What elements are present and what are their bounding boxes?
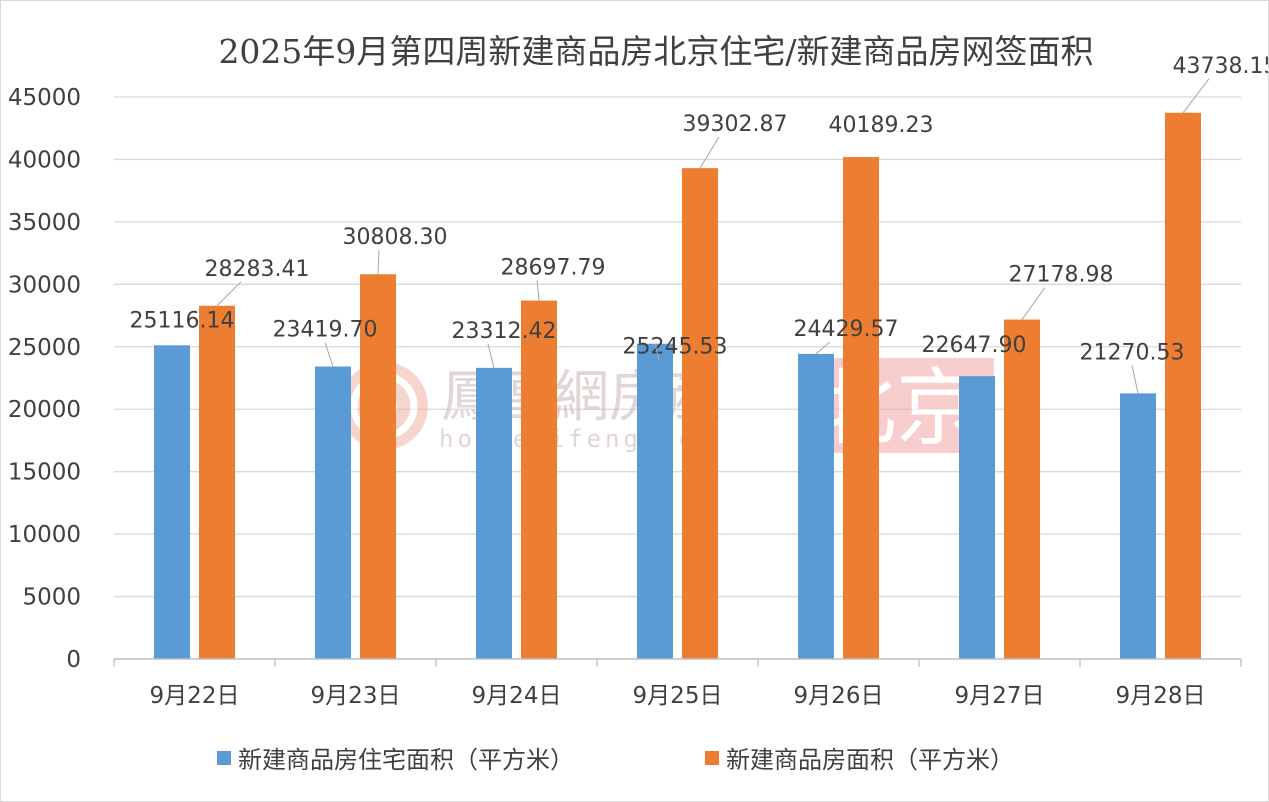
data-label-residential: 24429.57 [794,317,899,342]
x-category-label: 9月28日 [1116,683,1206,709]
data-label-leader-line [654,343,660,360]
data-label-leader-line [216,281,242,307]
legend-swatch-residential [217,751,231,765]
legend-label-total: 新建商品房面积（平方米） [726,746,1014,774]
y-tick-label: 0 [66,647,81,673]
bar-residential [1120,393,1156,659]
y-tick-label: 25000 [8,335,81,361]
data-label-residential: 23312.42 [452,319,557,344]
data-label-residential: 25116.14 [130,308,235,333]
data-label-leader-line [1021,287,1046,320]
y-tick-label: 35000 [8,210,81,236]
bar-residential [154,345,190,659]
x-category-label: 9月22日 [150,683,240,709]
x-category-label: 9月26日 [794,683,884,709]
data-label-leader-line [324,342,334,367]
y-tick-label: 45000 [8,85,81,111]
bar-total [521,300,557,659]
data-label-total: 28283.41 [205,257,310,282]
data-label-leader-line [536,280,540,301]
data-labels: 25116.14 28283.41 23419.70 30808.30 23312.42… [130,54,1268,394]
data-label-total: 39302.87 [683,112,788,137]
bar-residential [476,367,512,659]
data-label-total: 40189.23 [829,113,934,138]
bar-residential [637,343,673,659]
data-label-total: 28697.79 [501,256,606,281]
y-tick-label: 30000 [8,272,81,298]
bar-residential [959,376,995,659]
data-label-leader-line [815,341,831,355]
bar-residential [798,353,834,659]
bar-residential [315,366,351,659]
x-axis-ticks: 9月22日 9月23日 9月24日 9月25日 9月26日 9月27日 9月28日 [113,659,1242,709]
bar-total [682,168,718,659]
x-category-label: 9月25日 [633,683,723,709]
data-label-leader-line [1131,365,1139,394]
chart-title: 2025年9月第四周新建商品房北京住宅/新建商品房网签面积 [218,32,1093,71]
bar-total [1004,319,1040,659]
y-tick-label: 5000 [22,585,81,611]
x-category-label: 9月23日 [311,683,401,709]
data-label-leader-line [487,343,495,368]
data-label-residential: 25245.53 [623,335,728,360]
legend-swatch-total [705,751,719,765]
gridlines [114,96,1241,598]
x-category-label: 9月24日 [472,683,562,709]
y-tick-label: 40000 [8,147,81,173]
bar-total [843,157,879,659]
bar-total [360,274,396,659]
bar-total [199,305,235,659]
data-label-leader-line [377,250,380,275]
y-axis-ticks: 0 5000 10000 15000 20000 25000 30000 35000 40000… [8,85,81,673]
bar-total [1165,112,1201,660]
legend: 新建商品房住宅面积（平方米） 新建商品房面积（平方米） [217,746,1014,774]
data-label-total: 43738.15 [1173,54,1268,79]
y-tick-label: 10000 [8,522,81,548]
data-label-residential: 21270.53 [1080,340,1185,365]
data-label-leader-line [699,136,720,169]
x-category-label: 9月27日 [955,683,1045,709]
y-tick-label: 20000 [8,397,81,423]
data-label-total: 27178.98 [1009,263,1114,288]
bars [154,112,1201,660]
data-label-total: 30808.30 [343,225,448,250]
data-label-leader-line [1182,78,1210,114]
watermark-city: 北京 [812,359,980,457]
data-label-residential: 23419.70 [273,318,378,343]
legend-label-residential: 新建商品房住宅面积（平方米） [238,746,574,774]
data-label-residential: 22647.90 [922,333,1027,358]
y-tick-label: 15000 [8,460,81,486]
